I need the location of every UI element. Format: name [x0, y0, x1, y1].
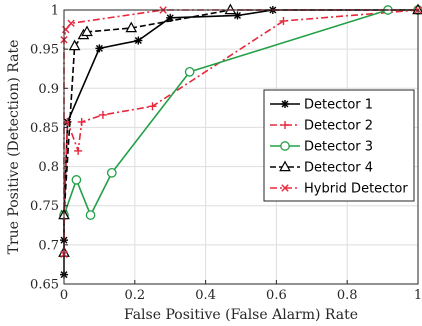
data-point: [74, 146, 83, 155]
x-tick-label: 0.8: [337, 288, 358, 303]
legend-label: Detector 4: [304, 161, 373, 176]
y-axis-label: True Positive (Detection) Rate: [6, 40, 22, 255]
legend-label: Hybrid Detector: [304, 182, 408, 197]
data-point: [184, 66, 195, 77]
data-point: [81, 25, 93, 37]
data-point: [148, 102, 157, 111]
data-point: [106, 167, 117, 178]
legend-entry: Detector 1: [270, 98, 373, 113]
plot-frame: [63, 9, 419, 285]
legend-marker: [279, 160, 291, 172]
data-point: [125, 21, 138, 33]
y-tick-label: 0.8: [38, 160, 59, 175]
legend-marker: [280, 141, 290, 151]
x-axis-label: False Positive (False Alarm) Rate: [124, 307, 358, 323]
y-tick-label: 0.7: [38, 238, 59, 253]
x-tick-label: 1: [414, 288, 422, 303]
legend-entry: Hybrid Detector: [270, 182, 408, 197]
y-tick-label: 0.65: [30, 278, 59, 293]
y-tick-label: 0.85: [30, 121, 59, 136]
legend-label: Detector 3: [304, 140, 373, 155]
legend-label: Detector 2: [304, 119, 373, 134]
y-tick-label: 0.75: [30, 199, 59, 214]
data-point: [95, 44, 104, 53]
y-tick-label: 0.9: [38, 82, 59, 97]
legend: Detector 1 Detector 2 Detector 3 Detector 4…: [263, 89, 415, 202]
legend-entry: Detector 2: [270, 119, 373, 134]
x-tick-label: 0.2: [124, 288, 145, 303]
legend-entry: Detector 4: [270, 161, 373, 176]
x-tick-label: 0: [60, 288, 68, 303]
legend-marker: [281, 100, 289, 108]
data-point: [85, 210, 96, 220]
legend-label: Detector 1: [304, 98, 373, 113]
legend-marker: [281, 121, 289, 129]
data-point: [134, 36, 143, 45]
tick-labels: 0 0.2 0.4 0.6 0.8 1 0.65 0.7 0.75 0.8 0.85 0.9 0.95 1: [30, 4, 422, 304]
legend-entry: Detector 3: [270, 140, 373, 155]
x-tick-label: 0.4: [195, 288, 216, 303]
series-line: [63, 9, 418, 253]
data-point: [279, 16, 288, 25]
y-tick-label: 0.95: [30, 43, 59, 58]
legend-marker: [281, 184, 289, 192]
data-point: [77, 117, 86, 126]
data-point: [68, 39, 81, 51]
data-point: [67, 19, 75, 28]
x-tick-label: 0.6: [266, 288, 287, 303]
series-line: [63, 9, 419, 216]
data-point: [71, 175, 82, 185]
data-point: [98, 110, 107, 119]
y-tick-label: 1: [51, 4, 59, 19]
